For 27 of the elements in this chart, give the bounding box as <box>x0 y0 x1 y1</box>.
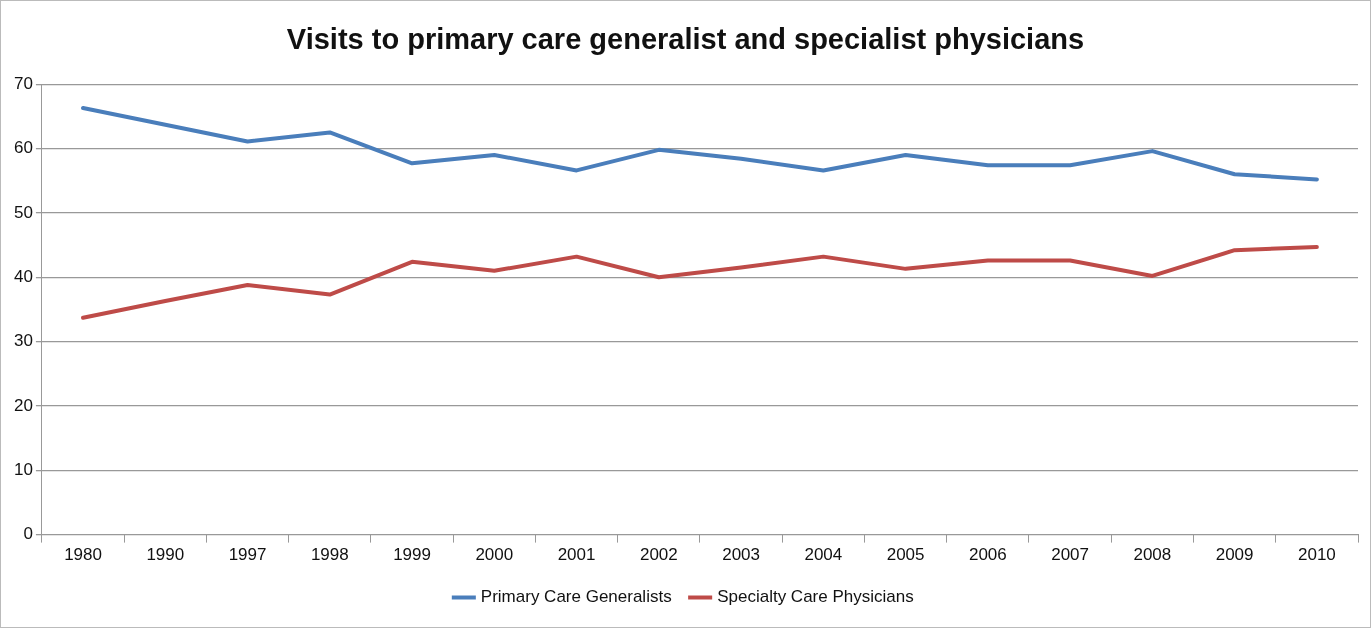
y-tick-label: 60 <box>13 138 33 158</box>
legend-label: Specialty Care Physicians <box>717 587 914 607</box>
chart-title: Visits to primary care generalist and specialist physicians <box>285 23 1086 56</box>
x-tick-label: 1980 <box>64 545 102 565</box>
y-tick-label: 20 <box>13 395 33 415</box>
y-tick-label: 70 <box>13 73 33 93</box>
x-tick-label: 2000 <box>475 545 514 565</box>
x-tick-label: 1990 <box>146 545 185 565</box>
x-tick-label: 2003 <box>722 545 760 565</box>
x-tick-label: 1998 <box>310 545 349 565</box>
x-tick-label: 1997 <box>228 545 267 565</box>
x-tick-label: 2007 <box>1051 545 1090 565</box>
x-tick-label: 2005 <box>886 545 925 565</box>
x-tick-label: 2002 <box>639 545 678 565</box>
x-tick-label: 1999 <box>393 545 431 565</box>
y-tick-label: 30 <box>13 331 33 351</box>
x-tick-label: 2006 <box>968 545 1007 565</box>
x-tick-label: 2009 <box>1215 545 1254 565</box>
legend-label: Primary Care Generalists <box>480 587 672 607</box>
x-tick-label: 2010 <box>1297 545 1336 565</box>
y-tick-label: 10 <box>13 459 33 479</box>
y-tick-label: 40 <box>13 266 33 286</box>
y-tick-label: 0 <box>23 524 33 544</box>
x-tick-label: 2008 <box>1133 545 1172 565</box>
y-tick-label: 50 <box>13 202 33 222</box>
x-tick-label: 2004 <box>804 545 843 565</box>
x-tick-label: 2001 <box>557 545 596 565</box>
